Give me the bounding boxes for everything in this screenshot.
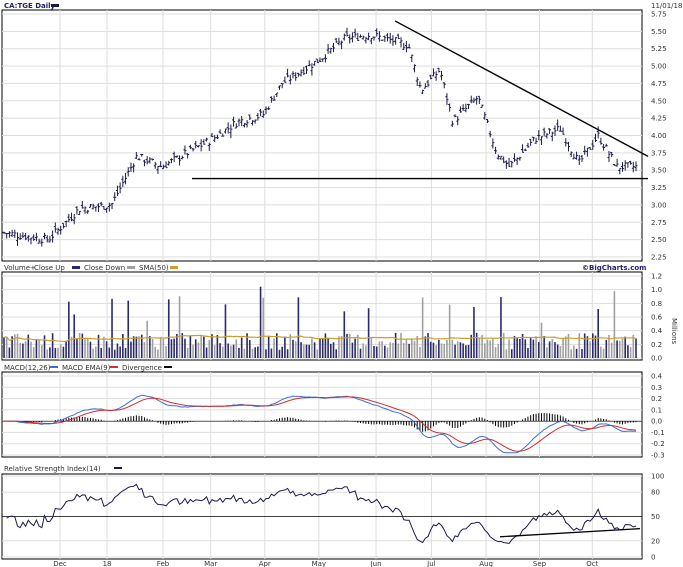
close-up-swatch bbox=[72, 266, 80, 269]
price-y-tick: 5.75 bbox=[651, 11, 667, 19]
price-y-tick: 4.00 bbox=[651, 132, 667, 140]
close-down-swatch bbox=[127, 266, 135, 269]
macd-panel bbox=[1, 371, 643, 458]
volume-legend-4: SMA(50) bbox=[139, 264, 169, 272]
x-tick-label: Sep bbox=[533, 560, 547, 567]
price-y-tick: 2.75 bbox=[651, 219, 667, 227]
macd-y-tick: 0.3 bbox=[651, 384, 662, 392]
price-candles bbox=[2, 20, 649, 247]
volume-y-tick: 1.0 bbox=[651, 286, 662, 294]
x-tick-label: Oct bbox=[586, 560, 598, 567]
price-y-tick: 5.50 bbox=[651, 28, 667, 36]
volume-legend-1: Volume+ bbox=[4, 264, 36, 272]
volume-legend-2: Close Up bbox=[34, 264, 65, 272]
price-y-tick: 3.75 bbox=[651, 149, 667, 157]
x-tick-label: Aug bbox=[479, 560, 493, 567]
x-tick-label: Dec bbox=[53, 560, 67, 567]
x-tick-label: Mar bbox=[204, 560, 217, 567]
source-credit: ©BigCharts.com bbox=[582, 264, 646, 272]
price-y-tick: 3.00 bbox=[651, 201, 667, 209]
price-y-tick: 4.50 bbox=[651, 97, 667, 105]
macd-y-tick: 0.0 bbox=[651, 418, 662, 426]
macd-legend-2: MACD EMA(9) bbox=[62, 364, 111, 372]
rsi-y-tick: 0 bbox=[651, 554, 655, 562]
price-y-tick: 3.50 bbox=[651, 167, 667, 175]
x-tick-label: 18 bbox=[103, 560, 112, 567]
macd-ema-line bbox=[3, 396, 637, 452]
macd-y-tick: 0.2 bbox=[651, 395, 662, 403]
x-tick-label: Jul bbox=[426, 560, 436, 567]
price-title: CA:TGE Daily bbox=[4, 2, 56, 10]
price-y-tick: 5.00 bbox=[651, 63, 667, 71]
rsi-line bbox=[2, 483, 642, 545]
volume-y-tick: 0.2 bbox=[651, 341, 662, 349]
macd-y-tick: 0.1 bbox=[651, 406, 662, 414]
macd-legend-3: Divergence bbox=[122, 364, 162, 372]
rsi-line bbox=[6, 483, 637, 545]
sma-swatch bbox=[170, 266, 178, 269]
volume-y-tick: 0.4 bbox=[651, 327, 663, 335]
volume-y-tick: 0.8 bbox=[651, 300, 662, 308]
macd-lines bbox=[2, 394, 642, 454]
price-y-tick: 3.25 bbox=[651, 184, 667, 192]
macd-y-tick: 0.4 bbox=[651, 373, 663, 381]
price-y-tick: 2.25 bbox=[651, 254, 667, 262]
rsi-legend: Relative Strength Index(14) bbox=[4, 465, 101, 473]
price-y-tick: 4.75 bbox=[651, 80, 667, 88]
divergence-swatch bbox=[164, 366, 172, 368]
volume-ylabel: Millions bbox=[670, 318, 678, 345]
x-tick-label: Feb bbox=[157, 560, 170, 567]
price-y-tick: 5.25 bbox=[651, 45, 667, 53]
macd-swatch bbox=[50, 366, 58, 368]
price-date: 11/01/18 bbox=[651, 2, 682, 10]
price-y-tick: 2.50 bbox=[651, 236, 667, 244]
macd-y-tick: -0.1 bbox=[651, 429, 665, 437]
volume-y-tick: 1.2 bbox=[651, 273, 662, 281]
macd-y-tick: -0.2 bbox=[651, 440, 665, 448]
rsi-swatch bbox=[114, 467, 122, 469]
price-title-swatch bbox=[51, 4, 59, 7]
volume-sma-line bbox=[3, 334, 637, 343]
volume-legend-3: Close Down bbox=[84, 264, 125, 272]
macd-y-tick: -0.3 bbox=[651, 452, 665, 460]
ema-swatch bbox=[110, 366, 118, 368]
axis-labels: Dec 18 Feb Mar Apr May Jun Jul Aug Sep Oct 5.75 5.50… bbox=[53, 11, 666, 567]
volume-y-tick: 0.0 bbox=[651, 355, 662, 363]
rsi-trendline bbox=[499, 528, 641, 538]
volume-bars bbox=[3, 286, 637, 358]
volume-y-tick: 0.6 bbox=[651, 314, 663, 322]
rsi-y-tick: 50 bbox=[651, 513, 660, 521]
x-tick-label: May bbox=[312, 560, 326, 567]
rsi-y-tick: 80 bbox=[651, 489, 660, 497]
trendline-resistance bbox=[394, 20, 649, 157]
rsi-y-tick: 20 bbox=[651, 537, 660, 545]
macd-legend-1: MACD(12,26) bbox=[4, 364, 51, 372]
x-tick-label: Jun bbox=[370, 560, 382, 567]
rsi-y-tick: 100 bbox=[651, 473, 664, 481]
price-y-tick: 4.25 bbox=[651, 115, 667, 123]
x-tick-label: Apr bbox=[259, 560, 271, 567]
